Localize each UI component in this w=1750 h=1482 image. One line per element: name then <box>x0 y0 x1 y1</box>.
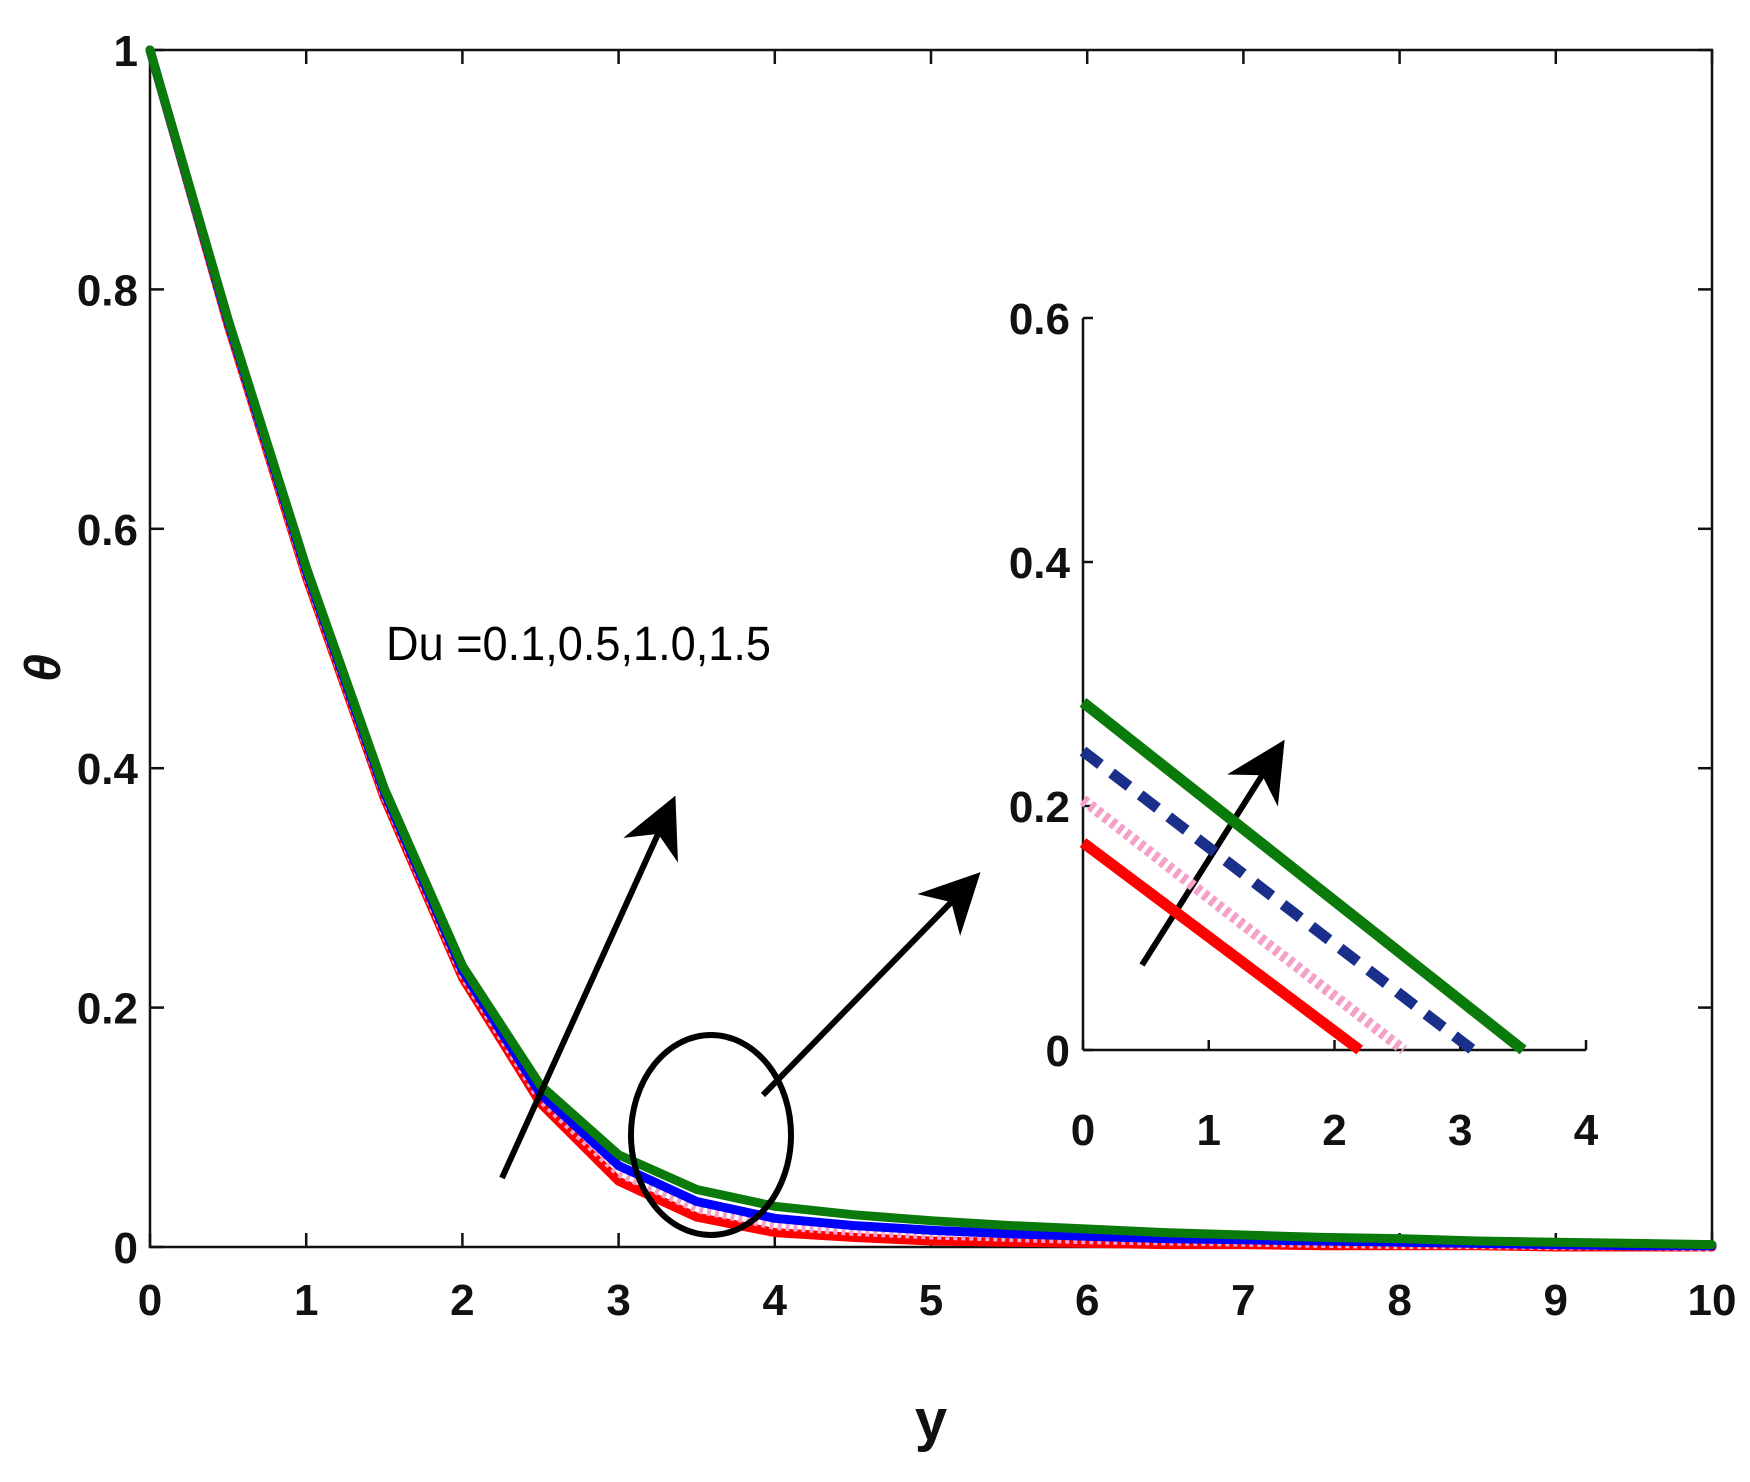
du-annotation: Du =0.1,0.5,1.0,1.5 <box>386 618 771 671</box>
x-tick-label: 9 <box>1544 1276 1568 1325</box>
main-series-line-4 <box>145 45 1717 1250</box>
y-tick-label: 0.6 <box>77 506 138 555</box>
y-tick-label: 0.8 <box>77 266 138 315</box>
inset-y-tick-label: 0.4 <box>1009 539 1071 588</box>
increase-arrow-inset <box>1139 739 1285 967</box>
y-tick-label: 0.2 <box>77 985 138 1034</box>
x-tick-label: 6 <box>1075 1276 1099 1325</box>
inset-series-line-3 <box>1079 746 1477 1055</box>
inset-x-tick-label: 4 <box>1574 1106 1599 1155</box>
y-tick-label: 0.4 <box>77 745 139 794</box>
y-tick-label: 0 <box>114 1224 138 1273</box>
x-tick-label: 7 <box>1231 1276 1255 1325</box>
inset-x-tick-label: 3 <box>1448 1106 1472 1155</box>
inset-x-tick-label: 1 <box>1197 1106 1221 1155</box>
main-series <box>145 45 1717 1252</box>
inset-ticks: 0 1 2 3 4 0 0.2 0.4 0.6 <box>1009 295 1599 1155</box>
x-tick-label: 0 <box>138 1276 162 1325</box>
x-tick-label: 4 <box>763 1276 788 1325</box>
inset-y-tick-label: 0.6 <box>1009 295 1070 344</box>
main-series-line-1 <box>145 45 1717 1252</box>
x-tick-label: 5 <box>919 1276 943 1325</box>
y-axis-title: θ <box>15 654 71 682</box>
inset-x-tick-label: 0 <box>1071 1106 1095 1155</box>
x-tick-label: 10 <box>1688 1276 1737 1325</box>
main-series-line-2 <box>145 48 1713 1252</box>
zoom-region-ellipse <box>628 1032 794 1238</box>
inset-y-tick-label: 0 <box>1046 1027 1070 1076</box>
x-tick-label: 2 <box>450 1276 474 1325</box>
inset-series <box>1079 697 1527 1055</box>
x-tick-label: 1 <box>294 1276 318 1325</box>
inset-series-line-4 <box>1079 697 1527 1055</box>
inset-series-line-1 <box>1079 838 1363 1055</box>
inset-y-tick-label: 0.2 <box>1009 783 1070 832</box>
increase-arrow-main <box>499 795 678 1180</box>
x-tick-label: 3 <box>606 1276 630 1325</box>
main-plot-frame <box>148 48 1714 1249</box>
x-axis-title: y <box>915 1388 947 1453</box>
y-tick-label: 1 <box>114 27 138 76</box>
main-series-line-3 <box>145 45 1717 1251</box>
zoom-arrow <box>760 872 981 1098</box>
x-tick-label: 8 <box>1387 1276 1411 1325</box>
inset-series-line-2 <box>1079 795 1408 1055</box>
inset-x-tick-label: 2 <box>1322 1106 1346 1155</box>
